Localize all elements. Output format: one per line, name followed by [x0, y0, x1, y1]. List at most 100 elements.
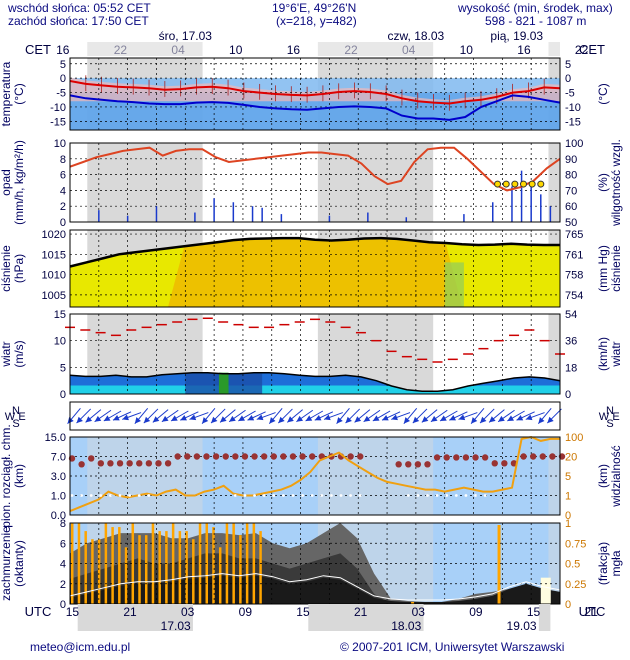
pressure-right-tick: 765 — [565, 229, 583, 241]
cloud-base-dot — [97, 460, 105, 467]
humidity-right-tick: 70 — [565, 185, 577, 197]
dewpoint-line — [69, 94, 561, 121]
cloud-base-dot — [299, 453, 306, 460]
wind-direction-arrow — [180, 411, 199, 421]
wind-direction-head — [189, 414, 197, 421]
wind-direction-head — [220, 416, 227, 423]
fog-patch — [540, 577, 551, 604]
wind-calm-area — [70, 385, 560, 394]
wind-direction-arrow — [412, 408, 428, 424]
low-cloud-dot — [109, 494, 112, 497]
wind-left-label: wiatr — [0, 341, 13, 367]
precip-left-tick: 6 — [60, 170, 66, 182]
hour-label-top: 10 — [229, 43, 243, 57]
wind-left-tick: 10 — [54, 336, 66, 348]
wind-direction-head — [458, 414, 466, 421]
visibility-left-label: pion. rozciągł. chm. — [0, 424, 13, 527]
cloud-base-dot — [203, 453, 210, 460]
wind-left-tick: 5 — [60, 362, 66, 374]
cloud-base-dot — [462, 454, 470, 461]
cloud-outline — [69, 573, 561, 601]
coordinates-text: 19°6'E, 49°26'N — [272, 1, 357, 15]
compass-letter: E — [18, 411, 25, 423]
vis-left-tick: 7.0 — [51, 452, 66, 464]
wind-direction-head — [112, 414, 120, 421]
low-cloud-dot — [454, 494, 458, 497]
timezone-label-top-right: CET — [579, 42, 605, 57]
wind-direction-head — [134, 417, 141, 424]
low-cloud-dot — [128, 494, 132, 497]
wind-direction-arrow — [458, 412, 478, 421]
wind-direction-arrow — [439, 410, 458, 422]
wind-direction-head — [103, 415, 111, 421]
contact-email[interactable]: meteo@icm.edu.pl — [30, 640, 131, 654]
night-band-footer — [308, 604, 424, 631]
cloud-left-tick: 2 — [60, 579, 66, 591]
night-band — [317, 143, 434, 222]
wind-direction-head — [238, 415, 245, 421]
wind-direction-arrow — [372, 410, 391, 422]
precip-right-unit: (%) — [596, 173, 610, 192]
wind-direction-arrow — [247, 411, 266, 421]
cloud-base-dot — [501, 460, 508, 467]
night-band — [548, 314, 560, 394]
altitude-label: wysokość (min, środek, max) — [458, 1, 613, 15]
cloud-base-dot — [164, 460, 172, 467]
wind-direction-arrow — [479, 408, 495, 424]
wind-direction-head — [354, 416, 362, 423]
wind-direction-arrow — [122, 412, 142, 421]
low-cloud-dot — [233, 494, 237, 497]
cloud-base-dot — [78, 461, 85, 468]
fog-bar — [185, 531, 188, 604]
cloud-base-dot — [193, 453, 201, 460]
temperature-right-tick: -10 — [565, 102, 581, 114]
pressure-left-tick: 1010 — [42, 270, 66, 282]
wind-direction-head — [489, 416, 496, 423]
precip-left-tick: 8 — [60, 154, 66, 166]
wind-direction-head — [449, 414, 456, 421]
hour-label-top: 16 — [287, 43, 301, 57]
wind-direction-arrow — [391, 412, 411, 421]
fog-bar — [151, 523, 155, 604]
hour-label-top: 16 — [56, 43, 70, 57]
panel-frame — [69, 436, 561, 516]
hour-label-bottom: 15 — [296, 605, 310, 619]
fog-right-tick: 0.25 — [565, 579, 586, 591]
pressure-high-area — [70, 238, 560, 307]
temperature-right-tick: -15 — [565, 116, 581, 128]
wind-direction-arrow — [143, 408, 159, 424]
cloud-base-dot — [145, 460, 153, 467]
wind-right-tick: 0 — [565, 389, 571, 401]
hour-label-bottom: 09 — [239, 605, 253, 619]
humidity-right-tick: 90 — [565, 154, 577, 166]
cloud-base-dot — [405, 461, 412, 468]
wind-direction-head — [67, 417, 74, 424]
fog-bar — [144, 535, 148, 604]
wind-direction-arrow — [268, 408, 283, 424]
cloud-base-dot — [270, 453, 277, 460]
cloud-base-dot — [155, 460, 162, 467]
humidity-right-tick: 60 — [565, 201, 577, 213]
wind-direction-arrow — [238, 410, 256, 422]
wind-direction-head — [430, 415, 438, 422]
visibility-line — [69, 435, 560, 513]
low-cloud-dot — [243, 494, 247, 497]
cloud-base-dot — [136, 460, 143, 467]
fog-bar — [212, 527, 215, 604]
precip-left-unit: (mm/h, kg/m²/h) — [12, 140, 26, 225]
night-band-footer — [538, 604, 551, 631]
low-cloud-dot — [253, 494, 256, 497]
vis-right-tick: 20 — [565, 452, 577, 464]
cloud-left-label: zachmurzenie — [0, 526, 13, 601]
low-cloud-dot — [99, 494, 103, 497]
fog-bar — [178, 531, 182, 604]
sunset-text: zachód słońca: 17:50 CET — [8, 14, 149, 28]
pressure-left-tick: 1005 — [42, 290, 66, 302]
pressure-left-label: ciśnienie — [0, 245, 13, 292]
humidity-right-tick: 100 — [565, 138, 583, 150]
vis-left-tick: 1.0 — [51, 491, 66, 503]
cloud-base-dot — [126, 460, 133, 467]
wind-direction-arrow — [507, 410, 525, 422]
humidity-line — [69, 146, 561, 192]
